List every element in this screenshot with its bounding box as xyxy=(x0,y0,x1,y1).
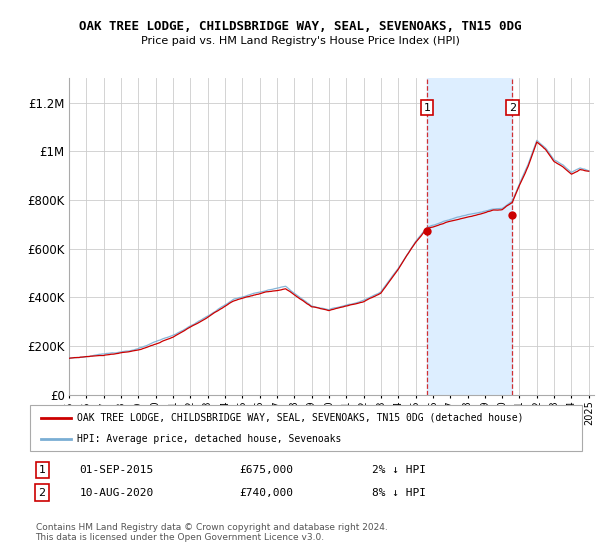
Text: Contains HM Land Registry data © Crown copyright and database right 2024.
This d: Contains HM Land Registry data © Crown c… xyxy=(35,522,387,542)
Text: 01-SEP-2015: 01-SEP-2015 xyxy=(80,465,154,475)
Bar xyxy=(427,78,512,395)
Text: 8% ↓ HPI: 8% ↓ HPI xyxy=(372,488,426,498)
Text: 1: 1 xyxy=(38,465,46,475)
Text: 1: 1 xyxy=(424,102,431,113)
Text: OAK TREE LODGE, CHILDSBRIDGE WAY, SEAL, SEVENOAKS, TN15 0DG (detached house): OAK TREE LODGE, CHILDSBRIDGE WAY, SEAL, … xyxy=(77,413,523,423)
Text: 2: 2 xyxy=(509,102,516,113)
Text: OAK TREE LODGE, CHILDSBRIDGE WAY, SEAL, SEVENOAKS, TN15 0DG: OAK TREE LODGE, CHILDSBRIDGE WAY, SEAL, … xyxy=(79,20,521,32)
Text: 2% ↓ HPI: 2% ↓ HPI xyxy=(372,465,426,475)
Text: £740,000: £740,000 xyxy=(240,488,294,498)
Text: 10-AUG-2020: 10-AUG-2020 xyxy=(80,488,154,498)
Text: £675,000: £675,000 xyxy=(240,465,294,475)
Text: HPI: Average price, detached house, Sevenoaks: HPI: Average price, detached house, Seve… xyxy=(77,435,341,444)
Text: Price paid vs. HM Land Registry's House Price Index (HPI): Price paid vs. HM Land Registry's House … xyxy=(140,36,460,46)
Text: 2: 2 xyxy=(38,488,46,498)
